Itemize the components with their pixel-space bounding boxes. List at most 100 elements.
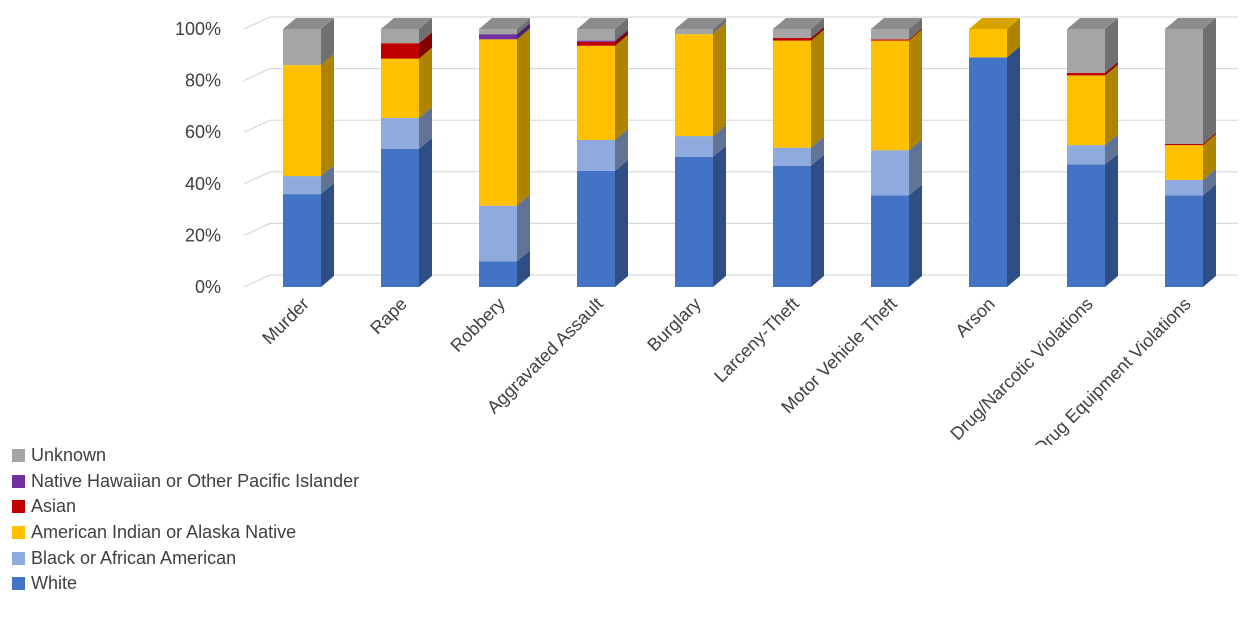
bar-segment xyxy=(283,194,321,287)
y-axis: 0% 20% 40% 60% 80% 100% xyxy=(175,19,221,297)
bar-segment-side xyxy=(615,128,628,171)
bar-stack xyxy=(675,18,726,287)
y-tick-label: 0% xyxy=(195,277,221,297)
bar-segment-side xyxy=(811,154,824,287)
bar-segment-side xyxy=(713,125,726,157)
bar-top xyxy=(773,18,824,29)
bar-segment xyxy=(1165,29,1203,144)
bar-stack xyxy=(969,18,1020,287)
bar-segment xyxy=(381,148,419,287)
bar-segment xyxy=(773,40,811,148)
bar-segment-side xyxy=(811,136,824,166)
bar-segment-side xyxy=(909,139,922,196)
bar-segment-side xyxy=(811,27,824,41)
bar-segment xyxy=(871,195,909,287)
bar-segment-side xyxy=(713,145,726,287)
bar-segment-side xyxy=(517,194,530,262)
bar-segment-side xyxy=(615,29,628,42)
bar-top xyxy=(479,18,530,29)
bar-stack xyxy=(773,18,824,287)
bar-segment-side xyxy=(321,183,334,287)
legend-item: American Indian or Alaska Native xyxy=(12,520,359,546)
bar-segment-side xyxy=(1203,18,1216,144)
bars xyxy=(283,18,1216,287)
bar-segment xyxy=(479,261,517,287)
bar-segment-side xyxy=(419,32,432,59)
bar-top xyxy=(577,18,628,29)
bar-segment-side xyxy=(517,28,530,206)
bar-segment-side xyxy=(1203,184,1216,287)
bar-segment-side xyxy=(517,18,530,35)
bar-segment xyxy=(1067,145,1105,165)
bar-segment xyxy=(479,34,517,40)
bar-top xyxy=(871,18,922,29)
bar-segment xyxy=(577,45,615,140)
bar-segment-side xyxy=(419,137,432,287)
bar-segment xyxy=(773,38,811,41)
bar-segment-side xyxy=(811,29,824,148)
stacked-bar-chart: 0%20%40%60%80%100% Murder Rape RobberyAggr… xyxy=(175,16,1238,445)
bar-segment-side xyxy=(419,107,432,149)
bar-segment-side xyxy=(811,18,824,39)
bar-segment xyxy=(871,29,909,40)
bar-top xyxy=(1067,18,1118,29)
bar-segment xyxy=(1165,179,1203,196)
legend-label: Black or African American xyxy=(31,547,237,568)
bar-top xyxy=(1165,18,1216,29)
bar-segment xyxy=(773,29,811,39)
gridline xyxy=(243,16,1238,30)
bar-segment-side xyxy=(615,34,628,140)
bar-segment-side xyxy=(909,18,922,40)
bar-segment-side xyxy=(1105,18,1118,73)
bar-segment xyxy=(969,57,1007,287)
bar-segment xyxy=(675,34,713,137)
bar-segment-side xyxy=(1203,132,1216,146)
bar-segment-side xyxy=(615,159,628,287)
legend-swatch xyxy=(12,449,25,463)
bar-segment xyxy=(283,176,321,195)
bar-segment-side xyxy=(909,28,922,41)
legend-label: Unknown xyxy=(31,445,107,466)
legend-swatch xyxy=(12,500,25,514)
bar-stack xyxy=(577,18,628,287)
x-tick-label: Murder xyxy=(258,294,312,348)
bar-top xyxy=(969,18,1020,29)
bar-segment-side xyxy=(1007,46,1020,287)
legend-swatch xyxy=(12,474,25,488)
bar-segment-side xyxy=(321,165,334,195)
x-tick-label: Larceny-Theft xyxy=(710,294,803,387)
bar-segment-side xyxy=(909,29,922,151)
bar-segment-side xyxy=(419,47,432,119)
bar-stack xyxy=(479,18,530,287)
bar-segment xyxy=(1067,75,1105,146)
legend-item: Native Hawaiian or Other Pacific Islande… xyxy=(12,469,359,495)
legend-swatch xyxy=(12,526,25,540)
bar-segment-side xyxy=(615,30,628,46)
bar-segment-side xyxy=(909,184,922,287)
y-tick-label: 80% xyxy=(185,71,221,91)
bar-segment xyxy=(381,58,419,119)
bar-stack xyxy=(871,18,922,287)
bar-segment xyxy=(479,205,517,262)
legend-item: White xyxy=(12,571,359,597)
bar-segment-side xyxy=(419,18,432,44)
y-tick-label: 20% xyxy=(185,225,221,245)
bar-stack xyxy=(1067,18,1118,287)
x-tick-label: Arson xyxy=(951,294,998,341)
bar-segment xyxy=(675,29,713,35)
bar-segment xyxy=(479,39,517,206)
bar-segment-side xyxy=(1105,61,1118,76)
x-tick-label: Rape xyxy=(366,294,411,339)
bar-segment xyxy=(381,29,419,44)
bar-segment xyxy=(1165,145,1203,180)
bar-top xyxy=(283,18,334,29)
bar-segment xyxy=(1165,195,1203,287)
bar-top xyxy=(381,18,432,29)
x-tick-label: Drug Equipment Violations xyxy=(1030,294,1195,445)
bar-segment xyxy=(675,136,713,157)
legend-label: American Indian or Alaska Native xyxy=(31,522,297,543)
bar-segment-side xyxy=(1105,153,1118,287)
y-tick-label: 40% xyxy=(185,174,221,194)
legend-swatch xyxy=(12,577,25,591)
